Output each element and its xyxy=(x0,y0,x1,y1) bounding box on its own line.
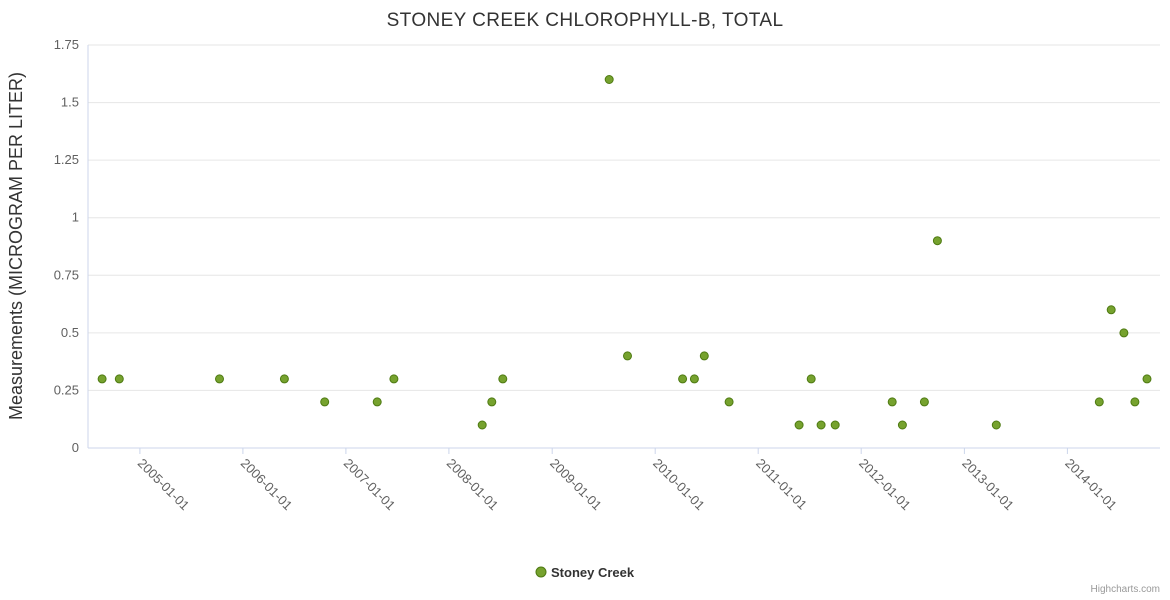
y-tick-label: 1 xyxy=(72,210,79,225)
data-point[interactable] xyxy=(604,75,614,84)
data-point[interactable] xyxy=(830,420,840,430)
data-point[interactable] xyxy=(1119,328,1129,338)
data-points-layer xyxy=(97,75,1152,430)
data-point[interactable] xyxy=(623,351,632,361)
y-axis-title: Measurements (MICROGRAM PER LITER) xyxy=(6,72,26,420)
x-tick-label: 2006-01-01 xyxy=(238,456,296,514)
data-point[interactable] xyxy=(477,420,487,430)
x-tick-label: 2013-01-01 xyxy=(959,456,1017,514)
y-tick-label: 0.25 xyxy=(54,382,79,397)
legend-series-label[interactable]: Stoney Creek xyxy=(551,565,635,580)
x-tick-label: 2011-01-01 xyxy=(753,456,810,513)
data-point[interactable] xyxy=(724,397,734,407)
x-tick-label: 2012-01-01 xyxy=(856,456,914,514)
y-tick-label: 0.75 xyxy=(54,267,79,282)
data-point[interactable] xyxy=(1142,374,1152,384)
data-point[interactable] xyxy=(991,420,1001,430)
data-point[interactable] xyxy=(794,420,804,430)
data-point[interactable] xyxy=(897,420,907,430)
data-point[interactable] xyxy=(887,397,897,407)
y-tick-label: 1.75 xyxy=(54,37,79,52)
data-point[interactable] xyxy=(816,420,826,430)
y-tick-label: 1.5 xyxy=(61,95,79,110)
x-tick-label: 2005-01-01 xyxy=(135,456,193,514)
x-tick-label: 2010-01-01 xyxy=(650,456,708,514)
x-axis-labels: 2005-01-01 2006-01-01 2007-01-01 2008-01-01… xyxy=(135,456,1120,514)
data-point[interactable] xyxy=(487,397,497,407)
data-point[interactable] xyxy=(919,397,929,407)
x-tick-label: 2014-01-01 xyxy=(1062,456,1120,514)
y-axis-labels: 0 0.25 0.5 0.75 1 1.25 1.5 1.75 xyxy=(54,37,79,455)
data-point[interactable] xyxy=(932,236,942,246)
data-point[interactable] xyxy=(689,374,699,384)
axes xyxy=(87,45,1160,454)
data-point[interactable] xyxy=(1106,305,1116,315)
legend[interactable]: Stoney Creek xyxy=(535,565,635,580)
data-point[interactable] xyxy=(1094,397,1104,407)
x-tick-label: 2007-01-01 xyxy=(341,456,399,514)
data-point[interactable] xyxy=(498,374,508,384)
data-point[interactable] xyxy=(806,374,816,384)
data-point[interactable] xyxy=(372,397,382,407)
data-point[interactable] xyxy=(114,374,124,384)
data-point[interactable] xyxy=(320,397,330,407)
data-point[interactable] xyxy=(699,351,709,361)
chart-title: STONEY CREEK CHLOROPHYLL-B, TOTAL xyxy=(387,10,784,31)
x-tick-label: 2009-01-01 xyxy=(547,456,605,514)
data-point[interactable] xyxy=(97,374,107,384)
data-point[interactable] xyxy=(1130,397,1140,407)
data-point[interactable] xyxy=(279,374,289,384)
credits-link[interactable]: Highcharts.com xyxy=(1091,584,1160,595)
data-point[interactable] xyxy=(678,374,688,384)
legend-marker-icon[interactable] xyxy=(535,566,547,578)
gridlines xyxy=(88,44,1160,449)
y-tick-label: 0.5 xyxy=(61,325,79,340)
y-tick-label: 0 xyxy=(72,440,79,455)
data-point[interactable] xyxy=(215,374,224,384)
data-point[interactable] xyxy=(389,374,399,384)
x-tick-label: 2008-01-01 xyxy=(444,456,502,514)
y-tick-label: 1.25 xyxy=(54,152,79,167)
